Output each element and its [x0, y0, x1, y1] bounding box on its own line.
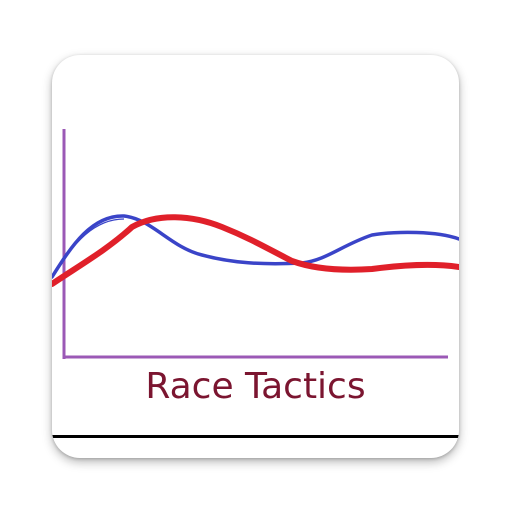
blue-line-echo [53, 218, 125, 274]
red-line-lead [52, 226, 133, 285]
blue-line [52, 214, 459, 279]
red-line [52, 214, 459, 287]
app-title: Race Tactics [145, 366, 366, 407]
line-graph-icon [52, 129, 459, 359]
race-tactics-app-icon[interactable]: Race Tactics [52, 55, 459, 458]
divider-rule [52, 435, 459, 438]
